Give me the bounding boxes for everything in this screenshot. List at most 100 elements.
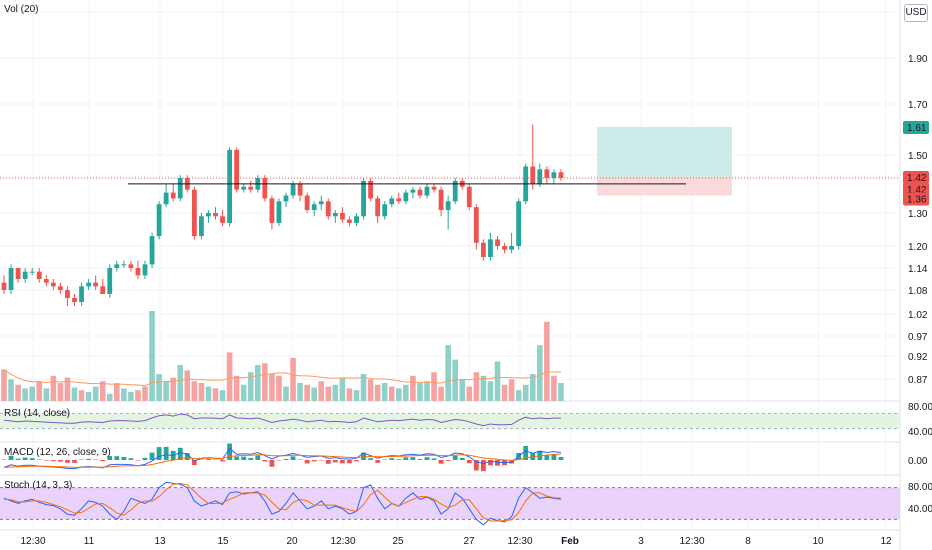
volume-bar — [508, 379, 515, 401]
currency-button[interactable]: USD — [904, 4, 928, 22]
volume-bar — [247, 372, 254, 401]
candle-body — [431, 186, 437, 190]
candle-body — [340, 213, 345, 220]
macd-histogram-bar — [297, 459, 303, 460]
volume-bar — [522, 384, 529, 401]
candle-body — [283, 195, 289, 202]
volume-bar — [374, 384, 381, 401]
macd-histogram-bar — [22, 457, 28, 460]
candle-body — [1, 282, 7, 290]
macd-pane — [1, 443, 564, 472]
volume-bar — [255, 365, 261, 401]
y-tick-label: 1.90 — [908, 54, 928, 65]
time-axis[interactable]: 12:30 11 13 15 20 12:30 25 27 12:30 Feb 3 12:30 8 10 1… — [20, 536, 892, 547]
macd-histogram-bar — [142, 457, 148, 460]
rsi-pane — [0, 412, 900, 430]
volume-bar — [142, 386, 148, 401]
macd-histogram-bar — [177, 447, 183, 460]
volume-bar — [290, 357, 296, 401]
macd-histogram-bar — [544, 454, 550, 460]
volume-bar — [184, 370, 191, 401]
volume-bar — [537, 345, 543, 401]
volume-bar — [240, 384, 247, 401]
volume-bar — [403, 384, 409, 401]
volume-bar — [360, 374, 367, 401]
volume-bar — [438, 386, 444, 401]
rsi-title[interactable]: RSI (14, close) — [4, 408, 71, 419]
candle-body — [36, 271, 42, 279]
drawn-lines[interactable] — [0, 177, 900, 185]
candle-body — [135, 268, 141, 276]
candle-body — [79, 286, 84, 302]
volume-bar — [480, 375, 487, 401]
candle-body — [537, 169, 543, 184]
stoch-title[interactable]: Stoch (14, 3, 3) — [4, 480, 73, 491]
volume-bar — [466, 386, 473, 401]
x-tick-label: 12:30 — [507, 536, 532, 547]
candle-body — [332, 213, 338, 217]
candle-body — [297, 183, 303, 196]
macd-histogram-bar — [488, 460, 493, 466]
candle-body — [495, 239, 500, 246]
volume-bar — [226, 352, 233, 401]
volume-bar — [57, 383, 64, 401]
volume-bar — [558, 383, 564, 401]
candle-body — [29, 271, 35, 273]
candle-body — [466, 186, 472, 208]
macd-histogram-bar — [495, 460, 500, 466]
candle-body — [65, 290, 70, 298]
volume-bar — [71, 387, 78, 401]
macd-histogram-bar — [410, 457, 416, 460]
volume-bar — [99, 381, 106, 401]
macd-histogram-bar — [523, 445, 529, 460]
macd-histogram-bar — [403, 457, 409, 460]
candle-body — [509, 246, 514, 250]
candle-body — [452, 180, 458, 202]
volume-bar — [396, 388, 402, 401]
x-tick-label: 12 — [880, 536, 892, 547]
price-axis[interactable]: 2.101.901.701.501.301.201.141.081.020.97… — [903, 8, 932, 515]
candle-body — [290, 183, 296, 196]
volume-bar — [417, 383, 423, 401]
macd-histogram-bar — [79, 459, 84, 460]
macd-histogram-bar — [184, 453, 190, 460]
macd-histogram-bar — [191, 460, 197, 466]
volume-bar — [332, 384, 339, 401]
y-tick-label: 0.92 — [908, 352, 928, 363]
y-tick-label: 1.02 — [908, 310, 928, 321]
volume-indicator-title[interactable]: Vol (20) — [4, 4, 39, 15]
macd-histogram-bar — [149, 452, 155, 460]
candle-body — [142, 264, 148, 276]
stoch-tick-label: 80.00 — [908, 482, 932, 493]
candle-body — [156, 204, 162, 237]
macd-histogram-bar — [43, 460, 49, 461]
volume-bar — [85, 392, 92, 401]
macd-histogram-bar — [445, 460, 451, 461]
price-label-last — [903, 171, 929, 184]
stoch-d-line — [3, 482, 561, 522]
y-tick-label: 1.14 — [908, 264, 928, 275]
macd-histogram-bar — [290, 456, 296, 460]
macd-title[interactable]: MACD (12, 26, close, 9) — [4, 447, 111, 458]
macd-histogram-bar — [100, 460, 106, 462]
macd-histogram-bar — [481, 460, 486, 472]
macd-histogram-bar — [36, 459, 42, 460]
volume-bar — [501, 384, 508, 401]
volume-bar — [177, 365, 184, 401]
volume-bar — [262, 363, 268, 401]
macd-histogram-bar — [283, 458, 289, 460]
x-tick-label: 3 — [638, 536, 644, 547]
macd-histogram-bar — [248, 458, 254, 460]
x-tick-label: 13 — [154, 536, 166, 547]
volume-bar — [170, 377, 176, 401]
long-position-tool[interactable] — [597, 126, 732, 196]
volume-bar — [487, 381, 494, 401]
volume-bar — [8, 379, 14, 401]
candle-body — [318, 201, 324, 205]
candle-body — [248, 186, 254, 190]
volume-bar — [494, 361, 501, 401]
candle-body — [558, 172, 564, 178]
candle-body — [191, 189, 197, 237]
candle-body — [382, 204, 388, 217]
